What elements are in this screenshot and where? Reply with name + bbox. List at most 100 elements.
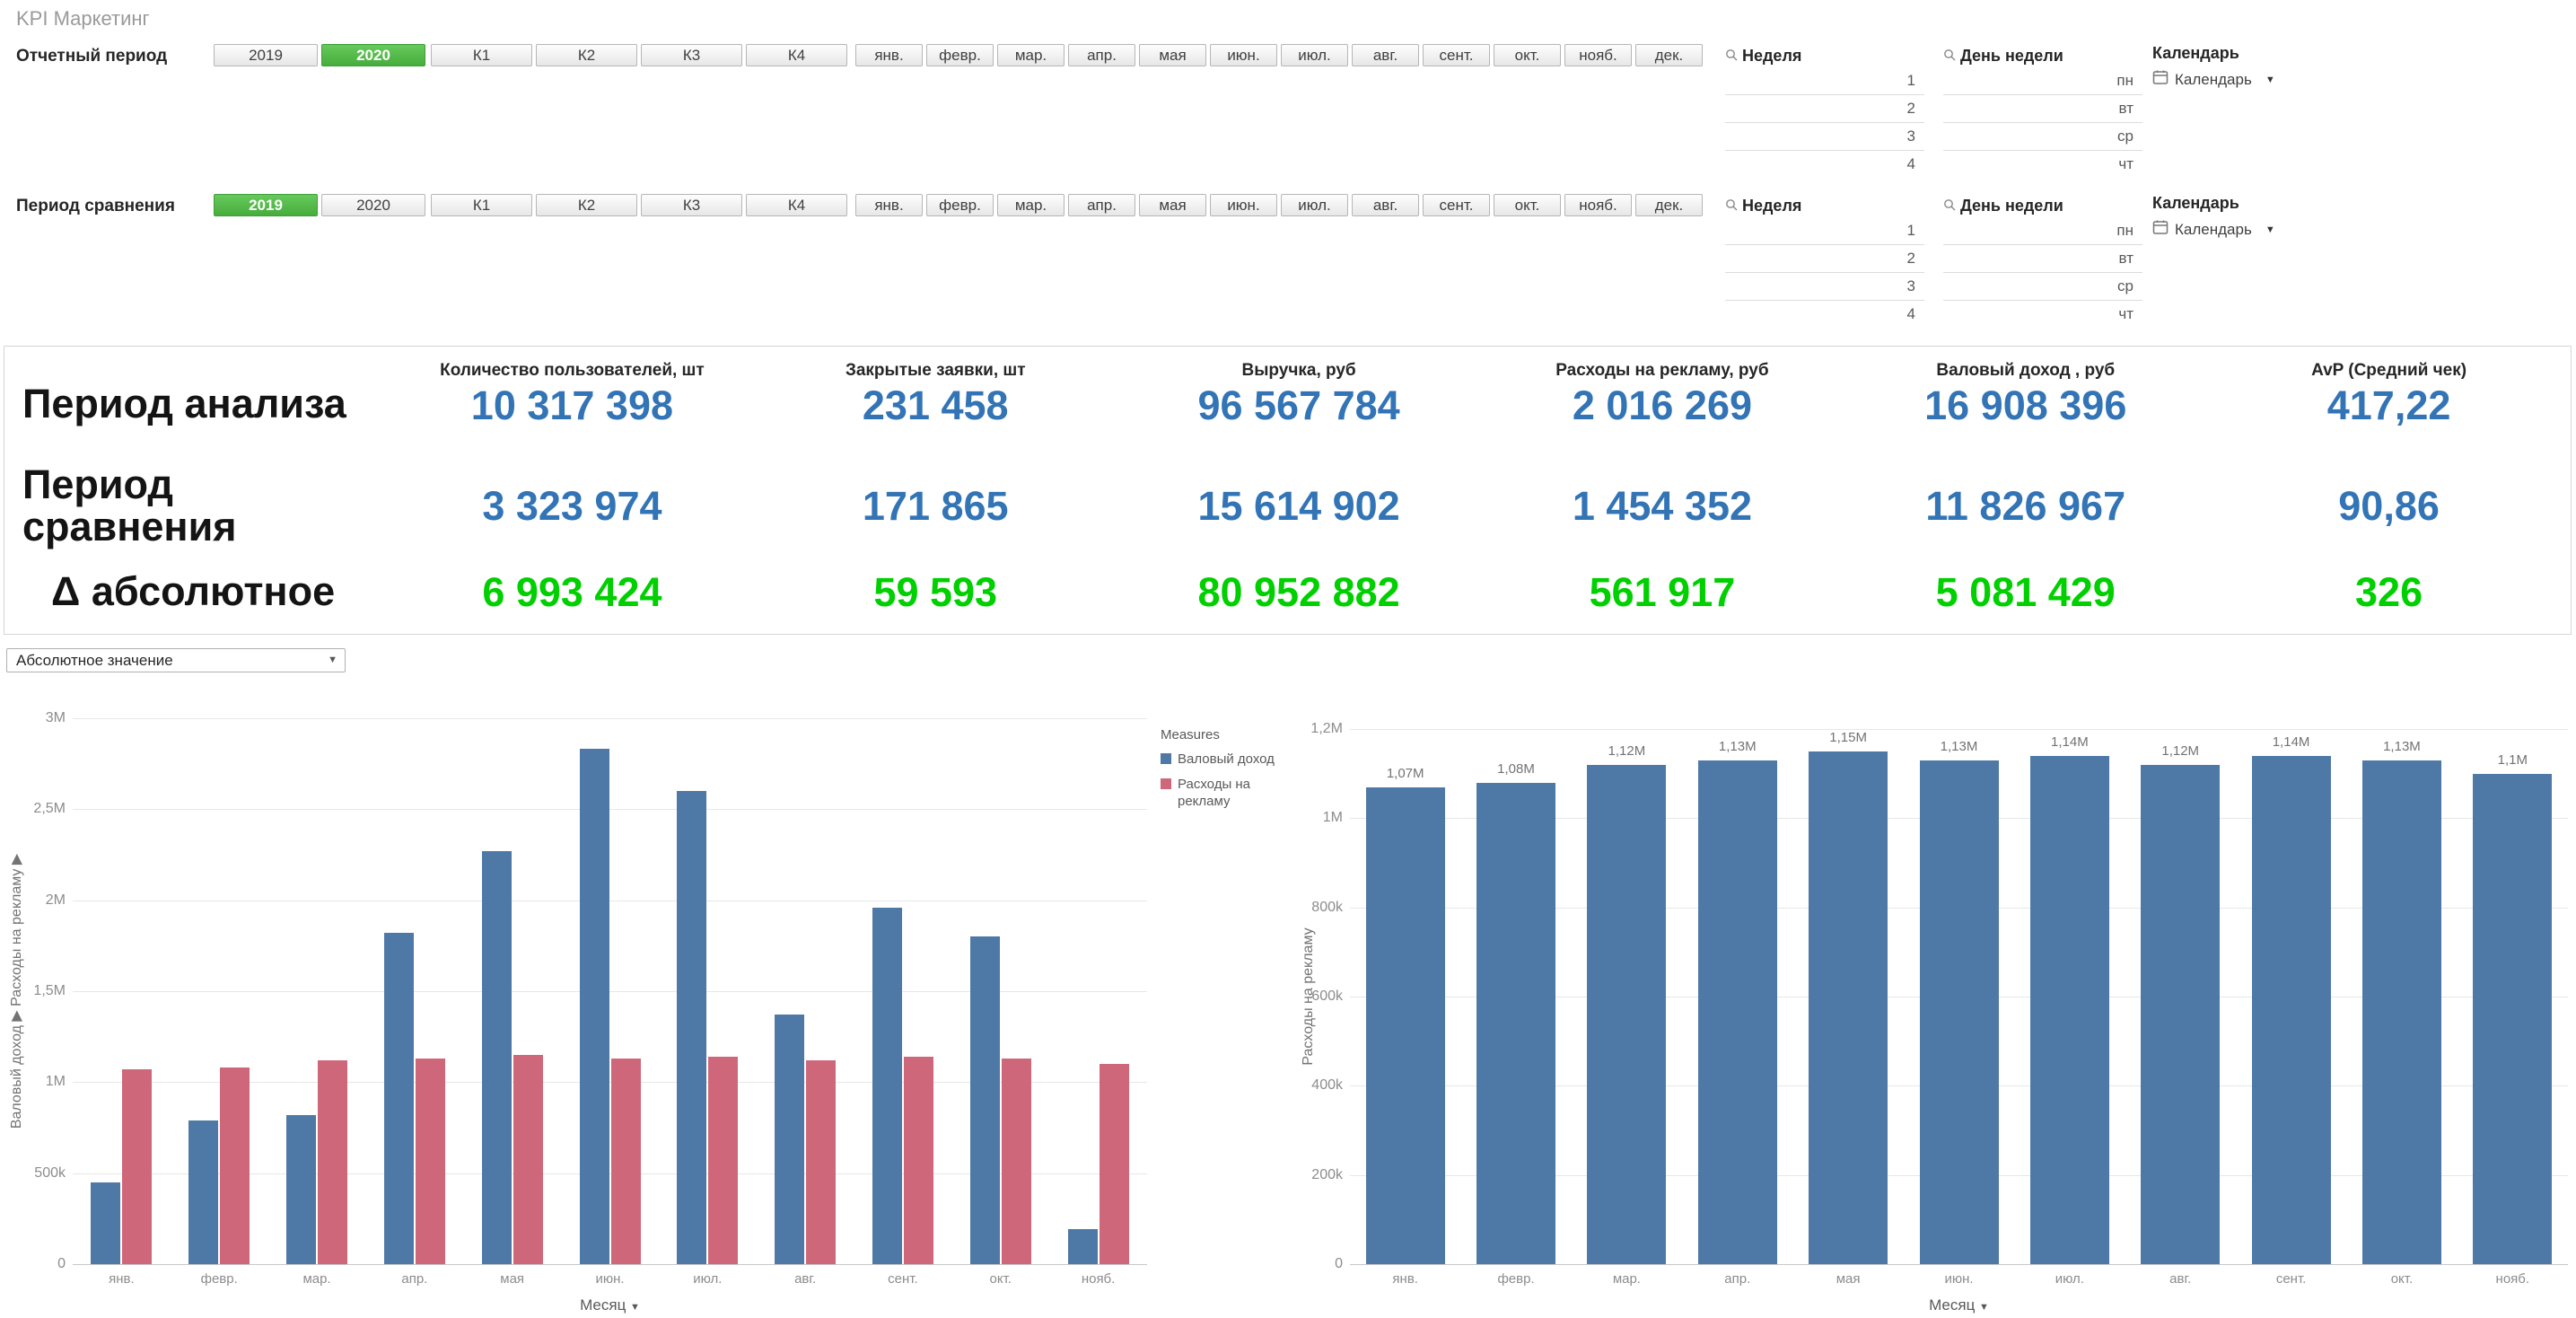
month-button[interactable]: мая bbox=[1139, 44, 1206, 66]
month-button[interactable]: сент. bbox=[1423, 194, 1490, 216]
bar-ad-spend[interactable] bbox=[1099, 1064, 1129, 1264]
bar-gross-income[interactable] bbox=[579, 749, 609, 1264]
year-button-2020[interactable]: 2020 bbox=[321, 194, 425, 216]
bar-ad-spend[interactable] bbox=[1001, 1058, 1031, 1264]
month-button[interactable]: нояб. bbox=[1564, 194, 1632, 216]
bar-ad-spend[interactable] bbox=[1697, 760, 1777, 1264]
quarter-button[interactable]: К4 bbox=[746, 194, 847, 216]
calendar-dropdown-button[interactable]: Календарь ▼ bbox=[2152, 69, 2275, 90]
bar-ad-spend[interactable] bbox=[806, 1060, 837, 1264]
bar-ad-spend[interactable] bbox=[2473, 773, 2553, 1264]
month-button[interactable]: авг. bbox=[1352, 194, 1419, 216]
year-buttons: 2019 2020 bbox=[214, 44, 425, 66]
bar-ad-spend[interactable] bbox=[708, 1056, 739, 1264]
bar-ad-spend[interactable] bbox=[513, 1054, 543, 1264]
bar-gross-income[interactable] bbox=[383, 933, 414, 1264]
legend-item-gross-income[interactable]: Валовый доход bbox=[1161, 751, 1282, 769]
month-button[interactable]: июн. bbox=[1210, 44, 1277, 66]
month-button[interactable]: дек. bbox=[1635, 194, 1703, 216]
calendar-dropdown-button[interactable]: Календарь ▼ bbox=[2152, 219, 2275, 240]
legend-swatch bbox=[1161, 778, 1171, 789]
month-button[interactable]: февр. bbox=[926, 194, 994, 216]
bar-gross-income[interactable] bbox=[188, 1120, 219, 1264]
bar-ad-spend[interactable] bbox=[318, 1060, 348, 1264]
list-item-week[interactable]: 1 bbox=[1725, 67, 1924, 95]
bar-ad-spend[interactable] bbox=[2251, 755, 2331, 1264]
month-button[interactable]: июн. bbox=[1210, 194, 1277, 216]
bar-gross-income[interactable] bbox=[286, 1114, 317, 1264]
month-button[interactable]: мар. bbox=[997, 44, 1065, 66]
search-icon[interactable] bbox=[1725, 47, 1738, 66]
legend-item-ad-spend[interactable]: Расходы на рекламу bbox=[1161, 777, 1282, 811]
month-button[interactable]: июл. bbox=[1281, 44, 1348, 66]
bar-ad-spend[interactable] bbox=[1476, 782, 1556, 1264]
bar-gross-income[interactable] bbox=[775, 1015, 805, 1264]
month-button[interactable]: апр. bbox=[1068, 44, 1135, 66]
list-item-week[interactable]: 4 bbox=[1725, 151, 1924, 170]
quarter-button[interactable]: К3 bbox=[641, 194, 742, 216]
quarter-button[interactable]: К3 bbox=[641, 44, 742, 66]
bar-ad-spend[interactable] bbox=[1809, 751, 1888, 1264]
list-item-weekday[interactable]: пн bbox=[1943, 217, 2142, 245]
list-item-weekday[interactable]: пн bbox=[1943, 67, 2142, 95]
list-item-week[interactable]: 1 bbox=[1725, 217, 1924, 245]
month-button[interactable]: окт. bbox=[1494, 194, 1561, 216]
bar-gross-income[interactable] bbox=[481, 850, 512, 1264]
month-button[interactable]: мар. bbox=[997, 194, 1065, 216]
month-button[interactable]: окт. bbox=[1494, 44, 1561, 66]
year-button-2019[interactable]: 2019 bbox=[214, 194, 318, 216]
year-button-2020[interactable]: 2020 bbox=[321, 44, 425, 66]
month-button[interactable]: янв. bbox=[855, 194, 923, 216]
list-item-week[interactable]: 3 bbox=[1725, 273, 1924, 301]
bar-ad-spend[interactable] bbox=[2361, 760, 2441, 1264]
month-button[interactable]: мая bbox=[1139, 194, 1206, 216]
search-icon[interactable] bbox=[1943, 197, 1956, 215]
list-item-weekday[interactable]: чт bbox=[1943, 151, 2142, 170]
bar-gross-income[interactable] bbox=[677, 791, 707, 1264]
list-item-week[interactable]: 4 bbox=[1725, 301, 1924, 320]
bar-ad-spend[interactable] bbox=[1587, 764, 1667, 1264]
month-button[interactable]: нояб. bbox=[1564, 44, 1632, 66]
quarter-button[interactable]: К2 bbox=[536, 44, 637, 66]
month-button[interactable]: дек. bbox=[1635, 44, 1703, 66]
x-axis-title[interactable]: Месяц ▼ bbox=[1350, 1296, 2568, 1314]
bar-gross-income[interactable] bbox=[872, 907, 902, 1264]
list-item-week[interactable]: 3 bbox=[1725, 123, 1924, 151]
year-button-2019[interactable]: 2019 bbox=[214, 44, 318, 66]
month-button[interactable]: янв. bbox=[855, 44, 923, 66]
bar-ad-spend[interactable] bbox=[1365, 786, 1445, 1264]
bar-ad-spend[interactable] bbox=[122, 1069, 153, 1264]
kpi-cell-delta: 6 993 424 bbox=[390, 549, 754, 634]
list-item-weekday[interactable]: чт bbox=[1943, 301, 2142, 320]
bar-ad-spend[interactable] bbox=[1919, 760, 1999, 1264]
bar-ad-spend[interactable] bbox=[610, 1058, 641, 1264]
month-button[interactable]: апр. bbox=[1068, 194, 1135, 216]
month-button[interactable]: июл. bbox=[1281, 194, 1348, 216]
quarter-button[interactable]: К4 bbox=[746, 44, 847, 66]
search-icon[interactable] bbox=[1725, 197, 1738, 215]
bar-ad-spend[interactable] bbox=[903, 1056, 933, 1264]
bar-gross-income[interactable] bbox=[1067, 1229, 1098, 1264]
search-icon[interactable] bbox=[1943, 47, 1956, 66]
quarter-button[interactable]: К1 bbox=[431, 194, 532, 216]
quarter-button[interactable]: К1 bbox=[431, 44, 532, 66]
bar-ad-spend[interactable] bbox=[2141, 764, 2221, 1264]
list-item-weekday[interactable]: вт bbox=[1943, 245, 2142, 273]
bar-ad-spend[interactable] bbox=[2029, 755, 2109, 1264]
x-axis-title[interactable]: Месяц ▼ bbox=[73, 1296, 1147, 1314]
month-button[interactable]: сент. bbox=[1423, 44, 1490, 66]
value-mode-dropdown[interactable]: Абсолютное значение ▼ bbox=[6, 648, 346, 672]
list-item-week[interactable]: 2 bbox=[1725, 245, 1924, 273]
list-item-weekday[interactable]: ср bbox=[1943, 273, 2142, 301]
quarter-button[interactable]: К2 bbox=[536, 194, 637, 216]
bar-ad-spend[interactable] bbox=[220, 1068, 250, 1264]
bar-gross-income[interactable] bbox=[969, 936, 1000, 1264]
bar-ad-spend[interactable] bbox=[415, 1058, 445, 1264]
list-item-weekday[interactable]: ср bbox=[1943, 123, 2142, 151]
month-button[interactable]: авг. bbox=[1352, 44, 1419, 66]
list-item-week[interactable]: 2 bbox=[1725, 95, 1924, 123]
list-item-weekday[interactable]: вт bbox=[1943, 95, 2142, 123]
chevron-down-icon: ▼ bbox=[328, 655, 337, 665]
bar-gross-income[interactable] bbox=[91, 1182, 121, 1264]
month-button[interactable]: февр. bbox=[926, 44, 994, 66]
